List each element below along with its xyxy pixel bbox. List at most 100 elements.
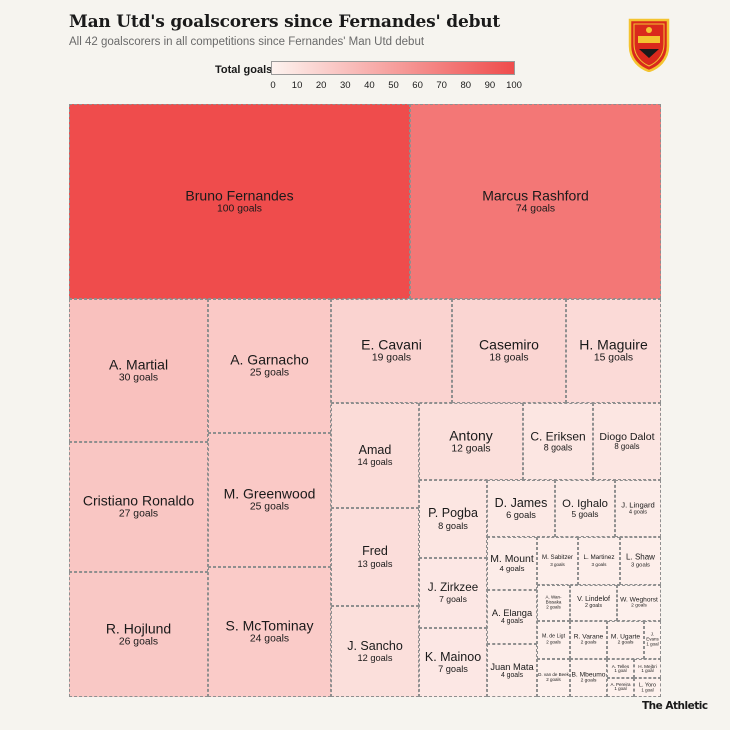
treemap-cell[interactable]: A. Martial 30 goals [69, 299, 208, 442]
player-name: J. Lingard [621, 500, 655, 510]
goal-count: 1 goal [646, 641, 659, 647]
legend-tick-label: 60 [412, 80, 423, 91]
treemap-cell[interactable]: A. Elanga 4 goals [487, 590, 537, 644]
treemap-cell-label: A. Martial 30 goals [70, 356, 207, 384]
treemap-cell[interactable]: O. Ighalo 5 goals [555, 480, 615, 537]
treemap-cell[interactable]: Bruno Fernandes 100 goals [69, 104, 410, 299]
treemap-cell-label: M. Mount 4 goals [488, 554, 536, 574]
treemap-cell[interactable]: Fred 13 goals [331, 508, 419, 606]
treemap-cell[interactable]: J. Evans 1 goal [644, 621, 661, 659]
goal-count: 26 goals [118, 636, 159, 648]
goal-count: 1 goal [614, 667, 627, 673]
treemap-cell[interactable]: M. Greenwood 25 goals [208, 433, 331, 567]
goal-count: 2 goals [546, 604, 561, 610]
treemap-cell[interactable]: V. Lindelof 2 goals [570, 585, 617, 621]
treemap-cell-label: R. Varane 2 goals [571, 634, 606, 647]
treemap-cell[interactable]: Casemiro 18 goals [452, 299, 566, 403]
treemap-cell[interactable]: E. Cavani 19 goals [331, 299, 452, 403]
treemap-cell[interactable]: L. Yoro 1 goal [634, 678, 661, 697]
treemap-cell-label: M. de Ligt 2 goals [538, 634, 569, 646]
player-name: A. Wan-Bissaka [545, 594, 562, 605]
legend-tick-label: 50 [388, 80, 399, 91]
treemap-cell[interactable]: Amad 14 goals [331, 403, 419, 508]
treemap-cell-label: H. Mejbri 1 goal [635, 663, 660, 673]
goal-count: 18 goals [489, 353, 529, 364]
treemap-cell[interactable]: H. Maguire 15 goals [566, 299, 661, 403]
player-name: A. Pereira [610, 681, 631, 687]
treemap-cell[interactable]: S. McTominay 24 goals [208, 567, 331, 697]
treemap-cell[interactable]: M. de Ligt 2 goals [537, 621, 570, 659]
player-name: A. Telles [611, 663, 630, 669]
legend-tick-label: 90 [484, 80, 496, 91]
treemap-cell[interactable]: Juan Mata 4 goals [487, 644, 537, 697]
treemap-cell[interactable]: P. Pogba 8 goals [419, 480, 487, 558]
goal-count: 30 goals [118, 372, 159, 384]
player-name: Cristiano Ronaldo [82, 492, 195, 509]
treemap-cell-label: E. Cavani 19 goals [332, 337, 451, 365]
treemap-cell-label: D. van de Beek 2 goals [538, 672, 569, 683]
goal-count: 2 goals [580, 640, 597, 646]
treemap-cell-label: Casemiro 18 goals [453, 336, 565, 365]
treemap-cell[interactable]: Cristiano Ronaldo 27 goals [69, 442, 208, 572]
treemap-cell-label: L. Martinez 3 goals [579, 554, 619, 567]
treemap-cell[interactable]: D. van de Beek 2 goals [537, 659, 570, 697]
legend-tick-label: 20 [315, 80, 327, 91]
treemap-cell[interactable]: A. Garnacho 25 goals [208, 299, 331, 433]
treemap-cell[interactable]: L. Shaw 3 goals [620, 537, 661, 585]
treemap-cell[interactable]: J. Lingard 4 goals [615, 480, 661, 537]
treemap-cell[interactable]: D. James 6 goals [487, 480, 555, 537]
player-name: M. Mount [490, 553, 534, 565]
chart-title: Man Utd's goalscorers since Fernandes' d… [69, 12, 501, 32]
goal-count: 27 goals [118, 509, 159, 520]
treemap-cell[interactable]: H. Mejbri 1 goal [634, 659, 661, 678]
treemap-cell[interactable]: R. Hojlund 26 goals [69, 572, 208, 697]
chart-subtitle: All 42 goalscorers in all competitions s… [69, 36, 425, 48]
treemap-cell[interactable]: Marcus Rashford 74 goals [410, 104, 661, 299]
player-name: O. Ighalo [562, 497, 608, 510]
treemap-cell[interactable]: R. Varane 2 goals [570, 621, 607, 659]
treemap-cell-label: H. Maguire 15 goals [567, 337, 660, 365]
treemap-cell[interactable]: W. Weghorst 2 goals [617, 585, 661, 621]
treemap-cell[interactable]: M. Ugarte 2 goals [607, 621, 644, 659]
treemap-cell[interactable]: A. Telles 1 goal [607, 659, 634, 678]
treemap-cell-label: Amad 14 goals [332, 443, 418, 468]
treemap-cell[interactable]: Diogo Dalot 8 goals [593, 403, 661, 480]
treemap-cell[interactable]: J. Zirkzee 7 goals [419, 558, 487, 628]
player-name: Bruno Fernandes [185, 187, 294, 204]
treemap-cell[interactable]: Antony 12 goals [419, 403, 523, 480]
player-name: Casemiro [479, 336, 539, 353]
treemap-cell[interactable]: C. Eriksen 8 goals [523, 403, 593, 480]
player-name: A. Elanga [491, 608, 533, 619]
treemap-cell-label: J. Evans 1 goal [645, 632, 660, 648]
treemap-cell-label: V. Lindelof 2 goals [571, 595, 616, 610]
goal-count: 14 goals [357, 457, 393, 468]
player-name: D. James [494, 495, 548, 510]
treemap-cell-label: Antony 12 goals [420, 427, 522, 455]
treemap-cell-label: D. James 6 goals [488, 495, 554, 521]
treemap-cell[interactable]: A. Wan-Bissaka 2 goals [537, 585, 570, 621]
treemap-cell-label: Marcus Rashford 74 goals [411, 187, 660, 215]
treemap-cell[interactable]: M. Sabitzer 3 goals [537, 537, 578, 585]
treemap-cell-label: W. Weghorst 2 goals [618, 597, 660, 610]
goal-count: 8 goals [438, 520, 468, 531]
treemap-cell[interactable]: J. Sancho 12 goals [331, 606, 419, 697]
treemap-cell[interactable]: B. Mbeumo 2 goals [570, 659, 607, 697]
treemap-cell[interactable]: A. Pereira 1 goal [607, 678, 634, 697]
treemap-cell[interactable]: K. Mainoo 7 goals [419, 628, 487, 697]
treemap-cell[interactable]: L. Martinez 3 goals [578, 537, 620, 585]
player-name: Diogo Dalot [599, 430, 655, 443]
treemap-cell-label: J. Sancho 12 goals [332, 639, 418, 664]
legend-tick-label: 30 [340, 80, 351, 91]
treemap-cell-label: L. Shaw 3 goals [621, 553, 660, 569]
treemap-cell-label: C. Eriksen 8 goals [524, 429, 592, 453]
goal-count: 13 goals [357, 558, 393, 569]
treemap-cell[interactable]: M. Mount 4 goals [487, 537, 537, 590]
goal-count: 8 goals [614, 442, 640, 452]
player-name: W. Weghorst [620, 596, 658, 604]
player-name: Antony [449, 427, 493, 444]
legend-tick-label: 40 [364, 80, 375, 91]
treemap-cell-label: J. Zirkzee 7 goals [420, 581, 486, 604]
treemap-cell-label: L. Yoro 1 goal [635, 682, 660, 693]
goal-count: 1 goal [641, 687, 654, 693]
